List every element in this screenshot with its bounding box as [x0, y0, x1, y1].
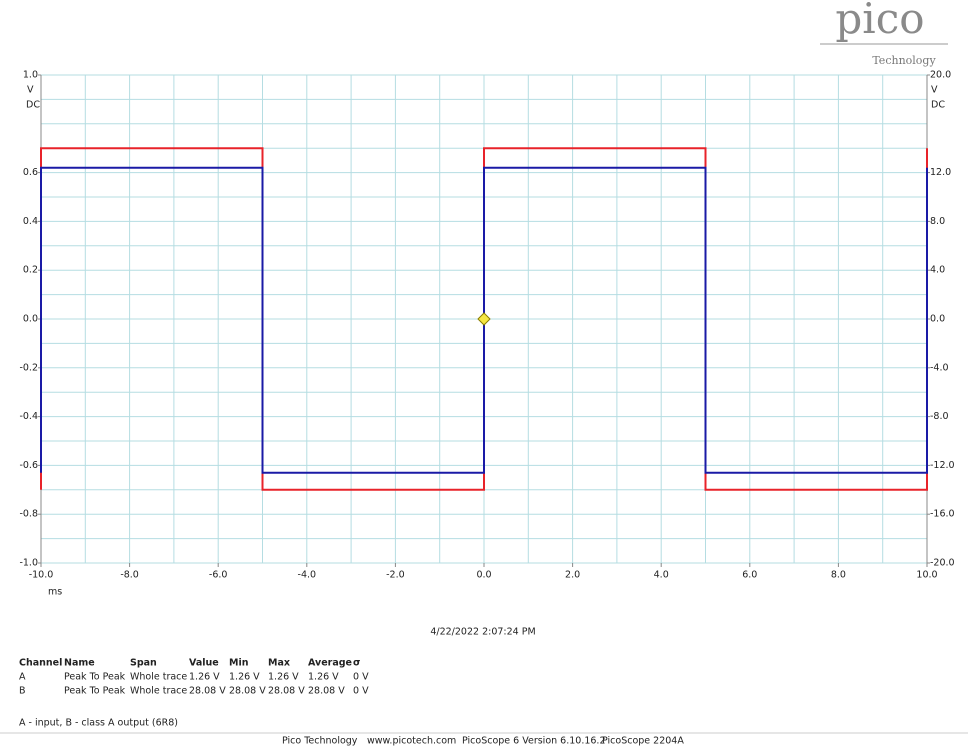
y-tick-label: 0.0	[23, 314, 38, 325]
y-tick-label: 0.4	[23, 216, 38, 227]
x-tick-label: -4.0	[298, 570, 317, 581]
y2-tick-label: 12.0	[930, 167, 951, 178]
footer-item: Pico Technology	[282, 736, 358, 747]
x-tick-label: 10.0	[916, 570, 937, 581]
table-cell: 28.08 V	[229, 686, 266, 697]
x-tick-label: 4.0	[654, 570, 669, 581]
footer-item: PicoScope 6 Version 6.10.16.2	[462, 736, 606, 747]
y-tick-label: -0.2	[19, 362, 38, 373]
table-cell: Whole trace	[130, 672, 187, 683]
table-cell: 28.08 V	[189, 686, 226, 697]
y-tick-label: 1.0	[23, 70, 38, 81]
logo-brand: pico	[835, 0, 924, 43]
y-tick-label: -0.4	[19, 411, 38, 422]
table-cell: 1.26 V	[189, 672, 220, 683]
x-tick-label: 2.0	[565, 570, 580, 581]
table-cell: A	[19, 672, 26, 683]
table-header: Value	[189, 658, 219, 669]
table-header: Max	[268, 658, 290, 669]
table-cell: 1.26 V	[268, 672, 299, 683]
x-unit: ms	[48, 587, 62, 598]
footer-item: PicoScope 2204A	[602, 736, 684, 747]
y2-tick-label: 8.0	[930, 216, 945, 227]
table-cell: 1.26 V	[229, 672, 260, 683]
table-cell: 28.08 V	[308, 686, 345, 697]
x-tick-label: 0.0	[476, 570, 491, 581]
y-tick-label: -0.8	[19, 509, 38, 520]
y-unit: V	[27, 85, 34, 96]
y2-unit: V	[931, 85, 938, 96]
table-header: Min	[229, 658, 249, 669]
table-cell: Whole trace	[130, 686, 187, 697]
logo-tagline: Technology	[872, 54, 936, 67]
x-tick-label: 8.0	[831, 570, 846, 581]
x-tick-label: 6.0	[742, 570, 757, 581]
table-cell: 1.26 V	[308, 672, 339, 683]
footer-item: www.picotech.com	[367, 736, 456, 747]
y-tick-label: -1.0	[19, 558, 38, 569]
x-tick-label: -6.0	[209, 570, 228, 581]
y-coupling: DC	[26, 100, 40, 111]
y2-tick-label: 20.0	[930, 70, 951, 81]
y2-tick-label: -8.0	[930, 411, 949, 422]
table-cell: 0 V	[353, 672, 369, 683]
table-header: Channel	[19, 658, 62, 669]
x-tick-label: -8.0	[120, 570, 139, 581]
table-header: Average	[308, 658, 352, 669]
y-tick-label: 0.2	[23, 265, 38, 276]
y2-coupling: DC	[931, 100, 945, 111]
table-cell: 0 V	[353, 686, 369, 697]
y-tick-label: 0.6	[23, 167, 38, 178]
table-header: Name	[64, 658, 95, 669]
table-cell: B	[19, 686, 26, 697]
y2-tick-label: 0.0	[930, 314, 945, 325]
y2-tick-label: -20.0	[930, 558, 955, 569]
x-tick-label: -10.0	[29, 570, 54, 581]
table-header: σ	[353, 658, 360, 669]
timestamp: 4/22/2022 2:07:24 PM	[430, 627, 535, 638]
caption: A - input, B - class A output (6R8)	[19, 718, 178, 729]
table-cell: Peak To Peak	[64, 686, 126, 697]
y2-tick-label: -16.0	[930, 509, 955, 520]
table-header: Span	[130, 658, 157, 669]
table-cell: Peak To Peak	[64, 672, 126, 683]
y2-tick-label: 4.0	[930, 265, 945, 276]
y2-tick-label: -4.0	[930, 362, 949, 373]
y-tick-label: -0.6	[19, 460, 38, 471]
y2-tick-label: -12.0	[930, 460, 955, 471]
x-tick-label: -2.0	[386, 570, 405, 581]
trigger-marker	[477, 312, 491, 326]
table-cell: 28.08 V	[268, 686, 305, 697]
